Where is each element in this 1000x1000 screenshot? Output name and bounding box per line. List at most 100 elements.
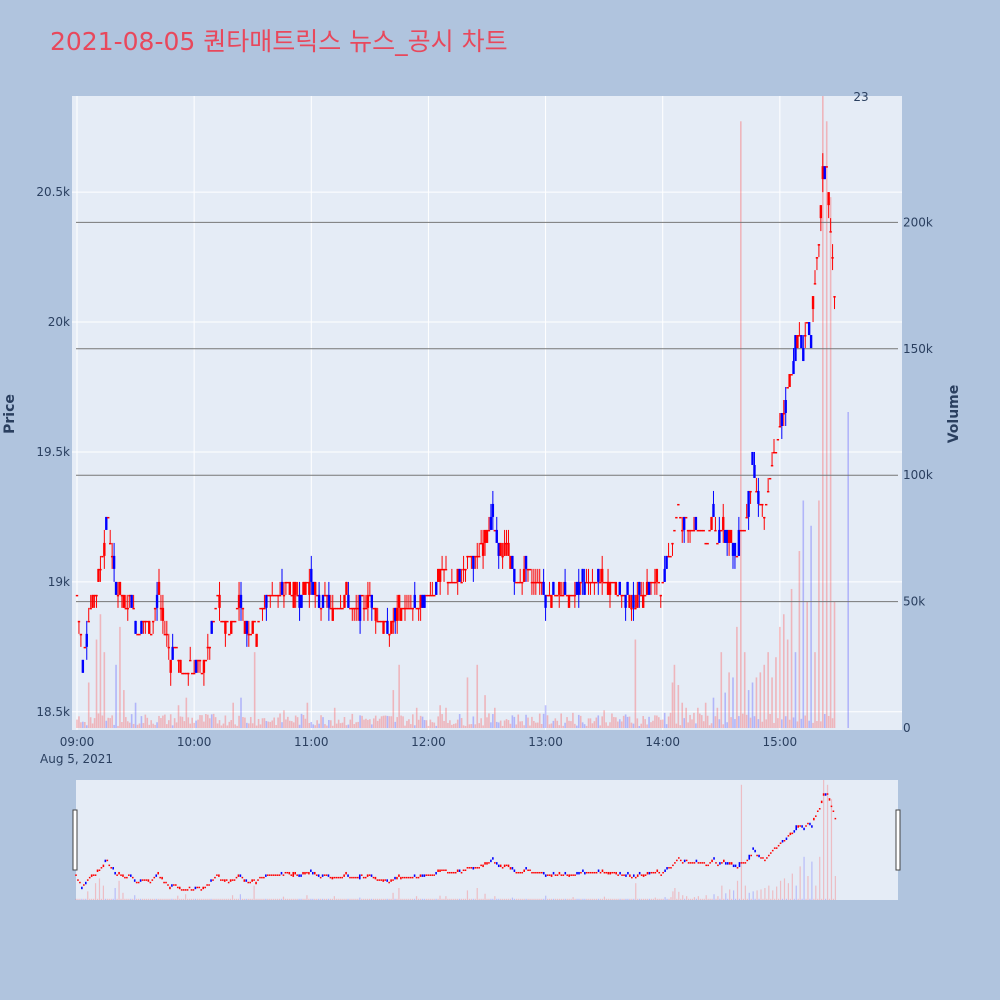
volume-bar: [741, 713, 744, 728]
volume-bar: [814, 652, 816, 728]
slider-candle: [317, 874, 320, 877]
candle-body: [189, 659, 192, 662]
candle-body: [481, 542, 485, 556]
slider-candle: [533, 871, 535, 874]
volume-bar: [390, 716, 393, 728]
chart-title: 2021-08-05 퀀타매트릭스 뉴스_공시 차트: [50, 27, 508, 56]
candle-body: [796, 335, 799, 349]
slider-volume-bar: [699, 898, 701, 900]
candle-body: [151, 620, 155, 623]
volume-bar: [183, 721, 186, 728]
volume-bar: [150, 720, 152, 728]
candle-body: [731, 542, 735, 556]
candle-body: [265, 594, 268, 608]
volume-bar: [78, 716, 80, 728]
candle-body: [673, 529, 676, 532]
candle-body: [163, 633, 167, 636]
slider-volume-bar: [415, 896, 418, 900]
candle-body: [784, 400, 787, 413]
volume-bar: [663, 712, 666, 728]
slider-candle: [572, 874, 574, 876]
volume-bar: [531, 716, 533, 728]
slider-volume-bar: [482, 898, 484, 900]
slider-candle: [660, 874, 662, 876]
volume-bar: [376, 720, 379, 728]
volume-bar: [624, 714, 627, 728]
candle-body: [573, 594, 577, 597]
candle-body: [757, 490, 760, 504]
volume-bar: [199, 715, 201, 728]
volume-bar: [775, 657, 777, 728]
slider-candle: [384, 879, 387, 881]
slider-volume-bar: [717, 896, 719, 900]
slider-volume-bar: [592, 898, 594, 900]
volume-bar: [806, 601, 808, 728]
candle-body: [606, 581, 610, 595]
candle-body: [382, 620, 385, 634]
slider-volume-bar: [155, 898, 157, 900]
slider-candle: [220, 879, 222, 881]
volume-bar: [697, 707, 699, 728]
slider-volume-bar: [145, 898, 148, 900]
volume-bar: [695, 723, 697, 728]
slider-volume-bar: [451, 898, 453, 900]
candle-body: [690, 529, 694, 532]
slider-candle: [679, 859, 682, 862]
range-slider-left-handle[interactable]: [72, 809, 78, 871]
candle-body: [372, 607, 375, 610]
volume-bar: [425, 720, 428, 728]
volume-bar: [396, 717, 398, 728]
volume-bar: [242, 717, 244, 728]
slider-volume-bar: [776, 886, 778, 900]
slider-candle: [394, 876, 396, 880]
range-slider-right-handle[interactable]: [895, 809, 901, 871]
slider-candle: [670, 867, 672, 869]
slider-volume-bar: [807, 876, 809, 900]
slider-volume-bar: [153, 898, 155, 900]
slider-volume-bar: [666, 898, 668, 900]
slider-candle: [807, 822, 809, 825]
slider-candle: [766, 857, 768, 859]
slider-volume-bar: [597, 898, 600, 900]
volume-bar: [574, 723, 576, 728]
candle-body: [696, 529, 700, 532]
candle-body: [764, 503, 768, 506]
slider-candle: [116, 874, 118, 876]
volume-bar: [167, 720, 170, 728]
slider-candle: [560, 874, 563, 876]
volume-bar: [611, 713, 613, 728]
slider-volume-bar: [574, 898, 576, 900]
volume-bar: [441, 714, 443, 728]
slider-volume-bar: [337, 898, 339, 900]
candle-body: [187, 672, 190, 675]
slider-volume-bar: [175, 898, 177, 900]
slider-candle: [781, 840, 784, 843]
volume-tick-label: 0: [903, 721, 911, 735]
range-slider[interactable]: [76, 780, 898, 900]
candle-body: [179, 659, 182, 673]
slider-volume-bar: [183, 898, 185, 900]
candle-body: [552, 581, 555, 595]
slider-candle: [351, 876, 353, 879]
slider-volume-bar: [515, 898, 517, 900]
candle-body: [489, 516, 493, 530]
slider-volume-bar: [273, 898, 275, 900]
volume-bar: [294, 715, 297, 728]
candle-body: [220, 620, 223, 623]
volume-bar: [597, 715, 600, 728]
slider-volume-bar: [660, 898, 662, 900]
volume-bar: [751, 682, 754, 728]
slider-volume-bar: [635, 883, 637, 900]
slider-volume-bar: [102, 885, 104, 900]
slider-candle: [568, 874, 570, 877]
candle-body: [827, 192, 830, 206]
slider-candle: [664, 869, 666, 872]
volume-bar: [527, 717, 529, 728]
volume-bar: [626, 716, 629, 728]
candle-body: [411, 607, 415, 610]
slider-candle: [589, 871, 592, 874]
candle-body: [148, 620, 151, 634]
candle-body: [485, 529, 489, 543]
volume-bar: [468, 724, 471, 728]
slider-volume-bar: [265, 898, 267, 900]
